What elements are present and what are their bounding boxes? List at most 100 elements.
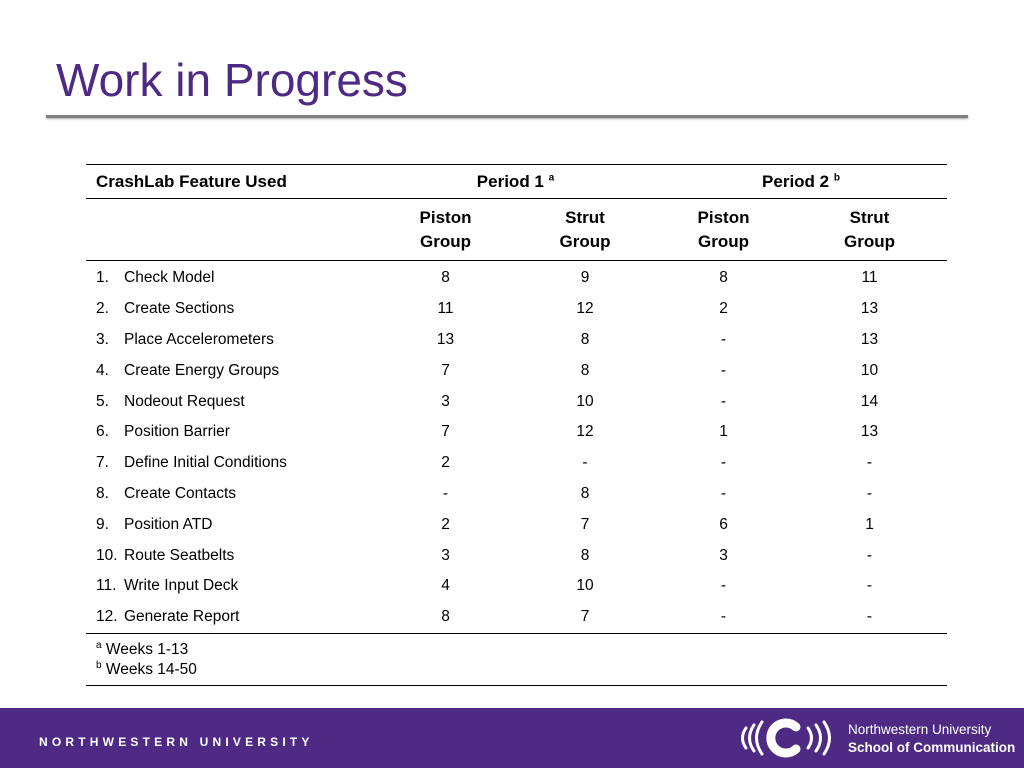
- subheader-p2-piston-line2: Group: [698, 231, 749, 251]
- note-a-text: Weeks 1-13: [105, 640, 189, 658]
- feature-label: Create Sections: [124, 300, 235, 318]
- cell-p1-strut: 12: [576, 423, 594, 441]
- cell-feature: 12. Generate Report: [86, 602, 376, 633]
- cell-p2-strut: -: [866, 577, 873, 595]
- header-period-2-note: b: [833, 171, 840, 183]
- footer-university-wordmark: NORTHWESTERN UNIVERSITY: [39, 735, 314, 749]
- row-number: 4.: [96, 361, 109, 379]
- feature-label: Check Model: [124, 269, 215, 287]
- subheader-p1-piston: Piston Group: [376, 198, 515, 261]
- cell-p1-piston: 3: [441, 546, 450, 564]
- row-number: 7.: [96, 454, 109, 472]
- table-row: 12. Generate Report 8 7 - -: [86, 602, 947, 633]
- cell-p1-piston: 2: [441, 454, 450, 472]
- row-number: 11.: [96, 577, 117, 595]
- header-feature: CrashLab Feature Used: [86, 164, 376, 199]
- note-a: a Weeks 1-13: [96, 640, 947, 660]
- subheader-p2-strut: Strut Group: [792, 198, 947, 261]
- cell-p1-strut: 8: [580, 546, 590, 564]
- subheader-p1-strut: Strut Group: [515, 198, 655, 261]
- cell-feature: 1. Check Model: [86, 261, 376, 294]
- subheader-p1-strut-line1: Strut: [565, 207, 605, 227]
- table-header-row: CrashLab Feature Used Period 1 a Period …: [86, 164, 947, 199]
- cell-feature: 7. Define Initial Conditions: [86, 448, 376, 479]
- feature-label: Nodeout Request: [124, 392, 245, 410]
- cell-p1-strut: 7: [580, 515, 590, 533]
- feature-label: Define Initial Conditions: [124, 454, 287, 472]
- subheader-empty: [86, 198, 376, 261]
- cell-p2-piston: -: [720, 361, 727, 379]
- subheader-p1-piston-line1: Piston: [419, 207, 472, 227]
- header-period-1-note: a: [548, 171, 555, 183]
- note-a-mark: a: [96, 639, 102, 651]
- feature-label: Generate Report: [124, 608, 240, 626]
- row-number: 6.: [96, 423, 109, 441]
- cell-feature: 5. Nodeout Request: [86, 386, 376, 417]
- note-b: b Weeks 14-50: [96, 660, 947, 680]
- cell-p2-strut: -: [866, 608, 873, 626]
- cell-feature: 11. Write Input Deck: [86, 571, 376, 602]
- feature-label: Create Contacts: [124, 484, 236, 502]
- cell-p1-piston: 4: [441, 577, 450, 595]
- cell-p2-piston: 2: [719, 300, 728, 318]
- cell-p2-piston: -: [720, 484, 727, 502]
- footer-bar: [0, 708, 1024, 768]
- cell-feature: 3. Place Accelerometers: [86, 325, 376, 356]
- cell-p1-strut: 10: [576, 577, 594, 595]
- cell-p2-piston: -: [720, 392, 727, 410]
- header-period-1-label: Period 1: [476, 171, 544, 191]
- cell-feature: 2. Create Sections: [86, 294, 376, 325]
- row-number: 3.: [96, 330, 109, 348]
- table-row: 7. Define Initial Conditions 2 - - -: [86, 448, 947, 479]
- row-number: 5.: [96, 392, 109, 410]
- cell-p2-piston: 8: [719, 269, 728, 287]
- cell-feature: 6. Position Barrier: [86, 417, 376, 448]
- note-b-text: Weeks 14-50: [105, 660, 197, 678]
- cell-p1-strut: 9: [580, 269, 590, 287]
- subheader-p2-piston-line1: Piston: [697, 207, 750, 227]
- cell-p2-piston: 1: [719, 423, 728, 441]
- cell-p1-strut: -: [582, 454, 588, 472]
- cell-p1-piston: 7: [441, 423, 450, 441]
- cell-p2-piston: 3: [719, 546, 728, 564]
- feature-label: Write Input Deck: [124, 577, 239, 595]
- cell-p2-strut: -: [866, 454, 873, 472]
- cell-p2-strut: -: [866, 484, 873, 502]
- cell-p1-piston: 7: [441, 361, 450, 379]
- table-row: 6. Position Barrier 7 12 1 13: [86, 417, 947, 448]
- row-number: 8.: [96, 484, 109, 502]
- cell-p1-piston: 2: [441, 515, 450, 533]
- table-row: 1. Check Model 8 9 8 11: [86, 261, 947, 294]
- feature-usage-table: CrashLab Feature Used Period 1 a Period …: [86, 164, 947, 686]
- cell-p2-strut: 1: [865, 515, 874, 533]
- cell-p1-strut: 7: [580, 608, 590, 626]
- table-row: 11. Write Input Deck 4 10 - -: [86, 571, 947, 602]
- feature-label: Route Seatbelts: [124, 546, 235, 564]
- table-subheader-row: Piston Group Strut Group Piston Group St…: [86, 198, 947, 261]
- cell-p1-strut: 8: [580, 361, 590, 379]
- cell-p2-piston: -: [720, 608, 727, 626]
- cell-p2-strut: 13: [860, 423, 879, 441]
- table-notes-row: a Weeks 1-13 b Weeks 14-50: [86, 632, 947, 686]
- cell-p2-piston: 6: [719, 515, 728, 533]
- feature-label: Position ATD: [124, 515, 213, 533]
- table-row: 9. Position ATD 2 7 6 1: [86, 509, 947, 540]
- footer-school-line2: School of Communication: [848, 740, 1016, 755]
- subheader-p2-strut-line2: Group: [844, 231, 895, 251]
- table-row: 3. Place Accelerometers 13 8 - 13: [86, 325, 947, 356]
- row-number: 2.: [96, 300, 109, 318]
- cell-p1-piston: 8: [441, 269, 450, 287]
- cell-p2-piston: -: [720, 454, 727, 472]
- slide-title: Work in Progress: [56, 54, 408, 106]
- table-row: 10. Route Seatbelts 3 8 3 -: [86, 540, 947, 571]
- cell-p1-piston: 3: [441, 392, 450, 410]
- cell-p1-piston: 8: [441, 608, 450, 626]
- cell-p2-strut: 13: [860, 330, 879, 348]
- cell-p1-piston: -: [442, 484, 449, 502]
- cell-p2-piston: -: [720, 330, 727, 348]
- title-divider: [46, 115, 968, 118]
- row-number: 12.: [96, 608, 118, 626]
- subheader-p2-strut-line1: Strut: [849, 207, 890, 227]
- cell-p1-piston: 13: [436, 330, 455, 348]
- row-number: 9.: [96, 515, 109, 533]
